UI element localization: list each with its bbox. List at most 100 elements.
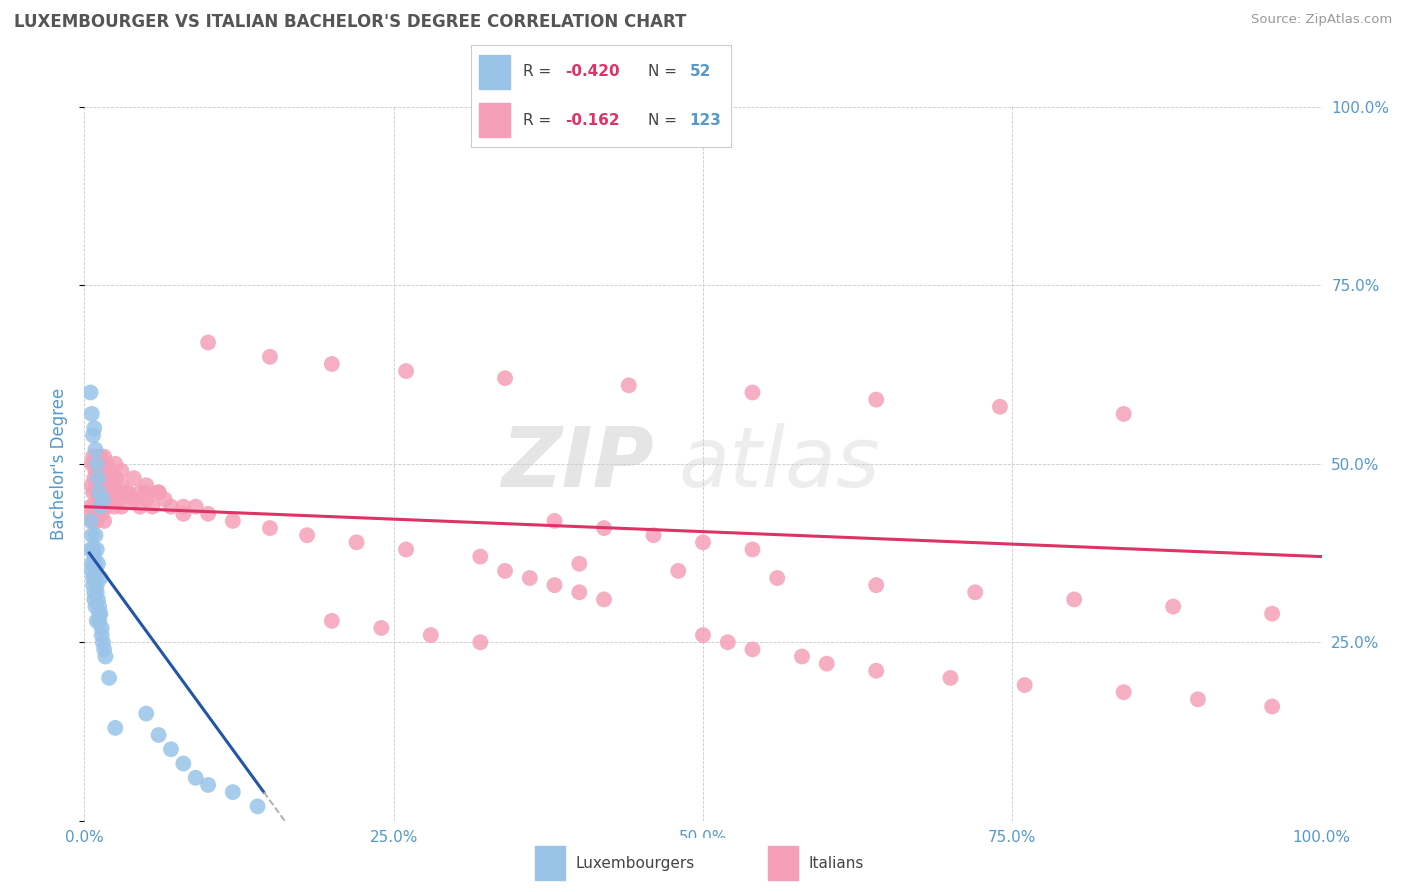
Point: [470, 635, 492, 649]
Point: [100, 478, 122, 492]
Point: [82, 542, 104, 557]
Point: [82, 571, 104, 585]
Point: [519, 571, 541, 585]
Bar: [768, 846, 799, 880]
Point: [135, 485, 157, 500]
Point: [1161, 599, 1184, 614]
Point: [83, 557, 105, 571]
Point: [865, 664, 887, 678]
Point: [84, 464, 107, 478]
Point: [184, 500, 207, 514]
Point: [643, 528, 665, 542]
Point: [84, 571, 107, 585]
Point: [98, 471, 121, 485]
Point: [98, 485, 121, 500]
Point: [94, 649, 117, 664]
Point: [568, 557, 591, 571]
Point: [103, 485, 125, 500]
Point: [741, 385, 763, 400]
Point: [96, 500, 118, 514]
Point: [395, 364, 418, 378]
Point: [79, 542, 101, 557]
Point: [370, 621, 392, 635]
Point: [160, 742, 183, 756]
Point: [87, 457, 110, 471]
Point: [82, 578, 104, 592]
Point: [184, 771, 207, 785]
Point: [1112, 685, 1135, 699]
Point: [86, 542, 108, 557]
Point: [110, 478, 132, 492]
Point: [90, 471, 112, 485]
Point: [96, 457, 118, 471]
Point: [93, 485, 115, 500]
Point: [197, 335, 219, 350]
Point: [86, 614, 108, 628]
Point: [246, 799, 269, 814]
Point: [83, 585, 105, 599]
Text: N =: N =: [648, 63, 682, 78]
Point: [103, 500, 125, 514]
Point: [939, 671, 962, 685]
Point: [84, 442, 107, 457]
Point: [543, 578, 565, 592]
Point: [86, 485, 108, 500]
Text: R =: R =: [523, 63, 557, 78]
Point: [766, 571, 789, 585]
Point: [79, 500, 101, 514]
Bar: [479, 55, 510, 88]
Point: [135, 492, 157, 507]
Point: [96, 478, 118, 492]
Text: ZIP: ZIP: [501, 424, 654, 504]
Point: [593, 521, 616, 535]
Point: [80, 478, 103, 492]
Text: R =: R =: [523, 113, 557, 128]
Text: Luxembourgers: Luxembourgers: [575, 855, 695, 871]
Point: [222, 785, 245, 799]
Point: [692, 535, 714, 549]
Text: atlas: atlas: [678, 424, 880, 504]
Text: 123: 123: [689, 113, 721, 128]
Point: [87, 592, 110, 607]
Point: [346, 535, 368, 549]
Point: [741, 542, 763, 557]
Point: [419, 628, 441, 642]
Point: [790, 649, 813, 664]
Point: [83, 549, 105, 564]
Point: [79, 385, 101, 400]
Point: [122, 471, 145, 485]
Point: [86, 578, 108, 592]
Point: [98, 464, 121, 478]
Point: [89, 599, 111, 614]
Point: [89, 485, 111, 500]
Point: [100, 492, 122, 507]
Point: [82, 428, 104, 442]
Point: [172, 507, 194, 521]
Point: [87, 471, 110, 485]
Point: [89, 450, 111, 464]
Point: [543, 514, 565, 528]
Point: [666, 564, 689, 578]
Point: [93, 450, 115, 464]
Point: [82, 485, 104, 500]
Point: [321, 614, 343, 628]
Point: [86, 514, 108, 528]
Point: [494, 371, 516, 385]
Point: [108, 485, 131, 500]
Point: [568, 585, 591, 599]
Point: [122, 492, 145, 507]
Point: [89, 500, 111, 514]
Text: N =: N =: [648, 113, 682, 128]
Point: [148, 728, 170, 742]
Point: [1063, 592, 1085, 607]
Point: [135, 706, 157, 721]
Point: [80, 407, 103, 421]
Text: LUXEMBOURGER VS ITALIAN BACHELOR'S DEGREE CORRELATION CHART: LUXEMBOURGER VS ITALIAN BACHELOR'S DEGRE…: [14, 13, 686, 31]
Point: [80, 564, 103, 578]
Point: [865, 578, 887, 592]
Text: Source: ZipAtlas.com: Source: ZipAtlas.com: [1251, 13, 1392, 27]
Point: [89, 500, 111, 514]
Point: [494, 564, 516, 578]
Point: [89, 485, 111, 500]
Point: [129, 485, 152, 500]
